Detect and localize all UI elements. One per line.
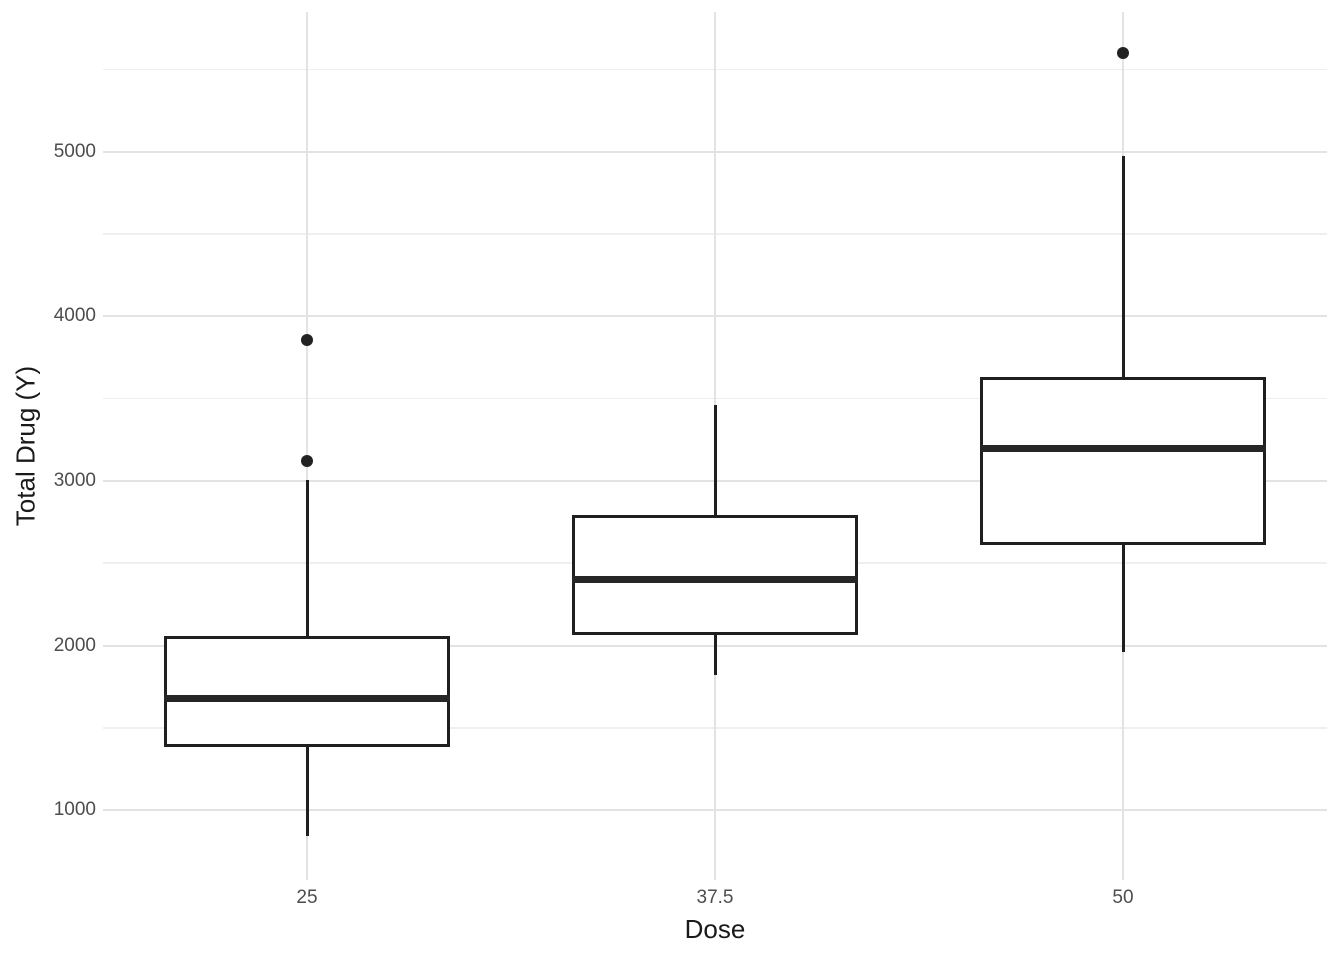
y-tick-label-2000: 2000 [53, 634, 96, 656]
y-axis-title: Total Drug (Y) [10, 365, 41, 527]
plot-panel [103, 12, 1327, 880]
outlier-point-dose-25-0 [301, 455, 313, 468]
x-tick-label-50: 50 [1112, 887, 1134, 908]
box-dose-37.5 [572, 514, 858, 635]
median-dose-25 [164, 694, 450, 702]
box-dose-25 [164, 635, 450, 747]
box-dose-50 [980, 376, 1266, 545]
median-dose-50 [980, 444, 1266, 452]
y-tick-label-5000: 5000 [53, 140, 96, 162]
median-dose-37.5 [572, 576, 858, 584]
outlier-point-dose-50-0 [1117, 47, 1129, 60]
y-tick-label-4000: 4000 [53, 305, 96, 327]
outlier-point-dose-25-1 [301, 334, 313, 347]
x-axis-title: Dose [684, 914, 746, 944]
y-tick-label-3000: 3000 [53, 469, 96, 491]
x-tick-label-37.5: 37.5 [696, 887, 734, 908]
gridline-vertical-25 [306, 12, 308, 880]
upper-whisker-dose-37.5 [713, 405, 717, 517]
y-tick-label-1000: 1000 [53, 799, 96, 821]
lower-whisker-dose-50 [1121, 543, 1125, 653]
lower-whisker-dose-37.5 [713, 633, 717, 676]
upper-whisker-dose-25 [305, 480, 309, 638]
x-tick-label-25: 25 [296, 887, 318, 908]
lower-whisker-dose-25 [305, 745, 309, 836]
upper-whisker-dose-50 [1121, 155, 1125, 379]
